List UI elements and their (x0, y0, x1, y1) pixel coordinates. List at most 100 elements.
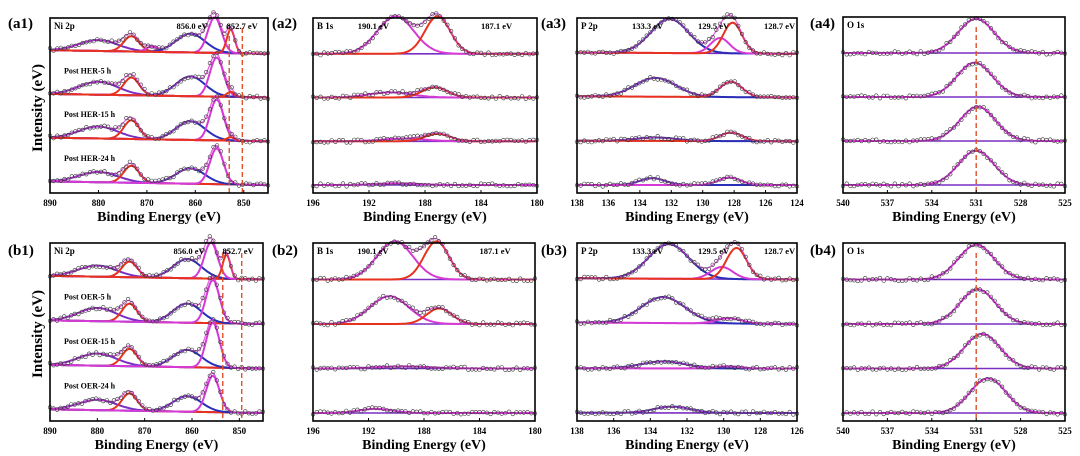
data-point (366, 39, 372, 45)
envelope (313, 408, 535, 414)
data-point (1033, 181, 1038, 186)
series-post-her-15-h (840, 104, 1068, 145)
data-point (673, 182, 679, 187)
data-point (662, 179, 668, 184)
data-point (1051, 184, 1056, 189)
data-point (359, 409, 364, 414)
data-point (863, 322, 868, 327)
data-point (999, 39, 1005, 45)
data-point (1003, 40, 1008, 46)
data-point (126, 296, 131, 302)
data-point (359, 138, 364, 143)
data-point (236, 93, 241, 98)
data-point (962, 343, 968, 348)
data-point (1048, 322, 1053, 328)
data-point (629, 46, 635, 51)
data-point (874, 412, 879, 417)
data-point (404, 19, 409, 24)
x-tick-label: 134 (644, 426, 658, 436)
data-point (874, 277, 879, 282)
panel-a2: (a2) B 1s 190.1 eV 187.1 eV 196 192 188 184 180 B… (272, 11, 544, 225)
data-point (922, 182, 927, 187)
data-point (736, 133, 741, 138)
data-point (153, 92, 158, 97)
x-tick-label: 890 (43, 198, 57, 208)
data-point (732, 130, 737, 135)
data-point (466, 320, 471, 325)
envelope (843, 288, 1065, 325)
data-point (640, 262, 646, 267)
data-point (866, 139, 872, 144)
data-point (403, 365, 408, 370)
data-point (211, 274, 216, 279)
data-point (385, 90, 390, 96)
data-point (736, 316, 741, 322)
data-point (175, 82, 180, 87)
data-point (907, 276, 912, 281)
data-point (607, 137, 613, 142)
data-point (512, 52, 517, 58)
data-point (133, 395, 138, 400)
data-point (903, 321, 909, 326)
data-point (787, 139, 792, 144)
data-point (434, 183, 439, 188)
data-point (999, 85, 1005, 90)
data-point (888, 323, 894, 328)
data-point (204, 114, 209, 119)
data-point (467, 139, 472, 144)
data-point (218, 22, 223, 28)
data-point (421, 244, 427, 249)
data-point (859, 321, 864, 326)
fit-peak-531 (843, 149, 1065, 186)
data-point (622, 87, 627, 93)
data-point (922, 93, 927, 98)
data-point (644, 176, 649, 181)
data-point (848, 411, 853, 416)
data-point (233, 38, 238, 43)
plot-frame (576, 17, 798, 194)
data-point (655, 297, 660, 302)
data-point (955, 353, 960, 358)
data-point (329, 94, 334, 99)
data-point (951, 165, 957, 170)
data-point (1003, 270, 1008, 275)
data-point (1059, 181, 1064, 186)
data-point (193, 350, 198, 355)
data-point (743, 254, 748, 259)
data-point (881, 365, 886, 370)
data-point (618, 411, 624, 417)
data-point (977, 287, 983, 292)
data-point (637, 408, 642, 413)
data-point (585, 49, 591, 54)
envelope (313, 86, 537, 99)
data-point (684, 361, 690, 366)
x-axis-title: Binding Energy (eV) (625, 210, 749, 225)
data-point (165, 314, 170, 319)
data-point (171, 174, 176, 180)
data-point (211, 317, 216, 322)
data-point (76, 42, 82, 47)
data-point (988, 251, 994, 257)
data-point (167, 42, 172, 47)
data-point (874, 137, 879, 142)
data-point (516, 51, 521, 57)
data-point (207, 373, 212, 378)
element-label: P 2p (581, 246, 598, 256)
data-point (404, 91, 409, 96)
data-point (637, 40, 642, 45)
data-point (407, 244, 412, 250)
data-point (1040, 278, 1045, 283)
data-point (221, 402, 226, 407)
data-point (962, 113, 968, 118)
data-point (228, 410, 234, 415)
data-point (363, 91, 368, 96)
data-point (370, 35, 375, 41)
data-point (204, 162, 209, 167)
data-point (378, 89, 383, 95)
data-point (907, 411, 912, 416)
data-point (992, 298, 997, 303)
data-point (211, 53, 216, 59)
element-label: P 2p (581, 21, 598, 31)
data-point (207, 320, 212, 325)
